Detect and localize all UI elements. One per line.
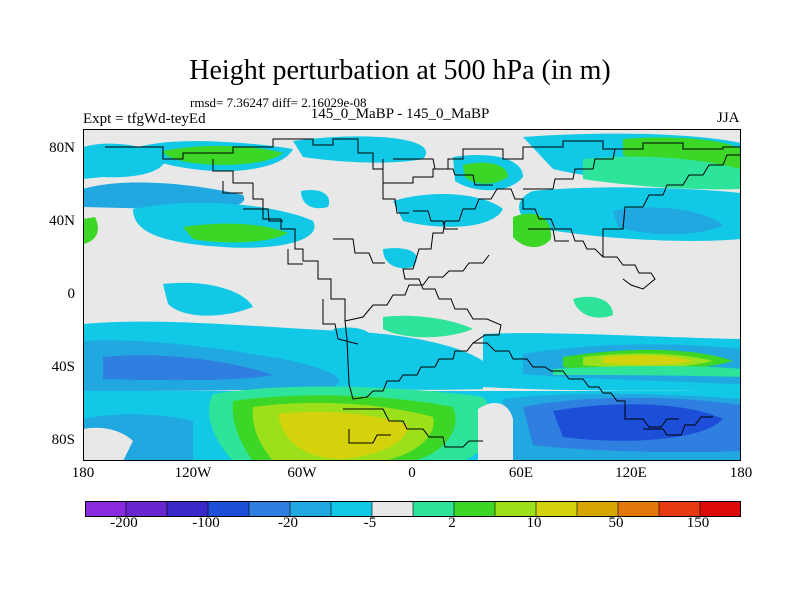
colorbar-swatch [126, 501, 168, 517]
colorbar-swatch [413, 501, 455, 517]
season-label: JJA [717, 110, 740, 126]
stats-label: rmsd= 7.36247 diff= 2.16029e-08 [190, 95, 367, 110]
colorbar-label-minus-200: -200 [110, 515, 138, 531]
lon-label-180e: 180 [729, 465, 753, 481]
colorbar-swatch [659, 501, 701, 517]
lon-label-180w: 180 [71, 465, 95, 481]
coastlines [105, 138, 741, 448]
lon-label-60e: 60E [508, 465, 534, 481]
lat-label-40n: 40N [49, 213, 75, 229]
lat-label-40s: 40S [51, 359, 75, 375]
colorbar-label-2: 2 [448, 515, 456, 531]
colorbar-swatch [167, 501, 209, 517]
lon-label-120e: 120E [615, 465, 647, 481]
lon-label-120w: 120W [174, 465, 212, 481]
colorbar-label-150: 150 [686, 515, 710, 531]
colorbar-swatch [208, 501, 250, 517]
colorbar-swatch [495, 501, 537, 517]
southern-negative-belt [83, 321, 741, 391]
colorbar-label-minus-100: -100 [192, 515, 220, 531]
colorbar-swatch [331, 501, 373, 517]
colorbar [85, 501, 741, 517]
far-south-field [83, 386, 741, 461]
colorbar-swatch [618, 501, 660, 517]
lat-label-80n: 80N [49, 140, 75, 156]
map-panel [83, 129, 741, 461]
colorbar-swatch [85, 501, 127, 517]
colorbar-swatch [249, 501, 291, 517]
lat-label-0: 0 [67, 286, 76, 302]
lon-label-0: 0 [408, 465, 416, 481]
colorbar-label-50: 50 [608, 515, 624, 531]
experiment-label: Expt = tfgWd-teyEd [83, 111, 206, 127]
colorbar-swatch [536, 501, 578, 517]
colorbar-swatch [372, 501, 414, 517]
colorbar-swatch [454, 501, 496, 517]
colorbar-swatch [577, 501, 619, 517]
northern-field [83, 133, 741, 344]
colorbar-swatch [700, 501, 741, 517]
colorbar-label-minus-5: -5 [363, 515, 377, 531]
colorbar-label-10: 10 [526, 515, 542, 531]
colorbar-swatch [290, 501, 332, 517]
lat-label-80s: 80S [51, 432, 75, 448]
plot-title: Height perturbation at 500 hPa (in m) [189, 55, 611, 86]
map-frame [83, 129, 741, 461]
colorbar-label-minus-20: -20 [278, 515, 298, 531]
lon-label-60w: 60W [287, 465, 317, 481]
period-label: 145_0_MaBP - 145_0_MaBP [310, 106, 490, 122]
